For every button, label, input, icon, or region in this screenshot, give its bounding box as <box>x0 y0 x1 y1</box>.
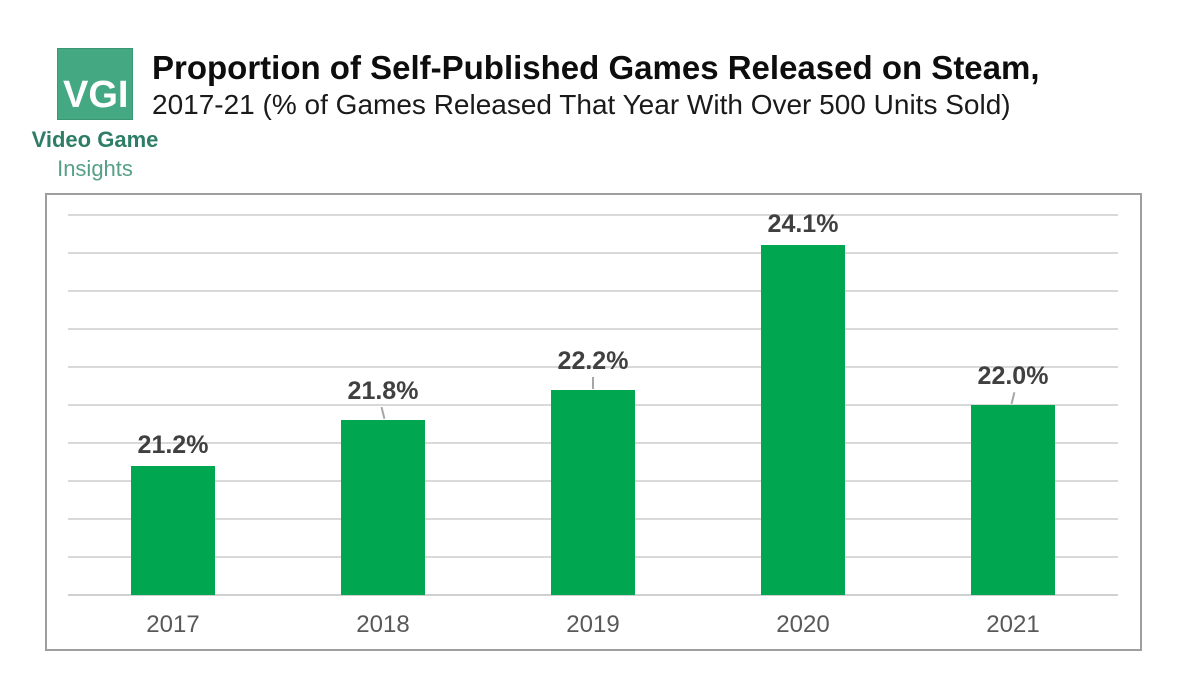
label-leader-line <box>1010 391 1016 405</box>
bar-chart: 21.2% 2017 21.8% 2018 22.2% 2019 24.1% 2020 22.0… <box>45 193 1142 651</box>
x-axis-label-2017: 2017 <box>146 611 200 638</box>
x-axis-label-2018: 2018 <box>356 611 410 638</box>
bar-2020 <box>761 245 845 595</box>
vgi-logo-abbr: VGI <box>63 74 129 116</box>
x-axis-line <box>68 594 1118 596</box>
data-label-2018: 21.8% <box>347 377 419 406</box>
data-label-2019: 22.2% <box>557 346 629 375</box>
gridline <box>68 214 1118 216</box>
bar-2017 <box>131 465 215 595</box>
label-leader-line <box>380 407 386 420</box>
gridline <box>68 328 1118 330</box>
data-label-2017: 21.2% <box>137 430 209 459</box>
vgi-logo-icon: VGI <box>57 48 133 120</box>
bar-2018 <box>341 420 425 595</box>
label-leader-line <box>592 376 594 389</box>
gridline <box>68 252 1118 254</box>
x-axis-label-2020: 2020 <box>776 611 830 638</box>
x-axis-label-2021: 2021 <box>986 611 1040 638</box>
chart-subtitle: 2017-21 (% of Games Released That Year W… <box>152 89 1011 120</box>
bar-2021 <box>971 405 1055 595</box>
chart-title: Proportion of Self-Published Games Relea… <box>152 49 1040 86</box>
data-label-2021: 22.0% <box>977 362 1049 390</box>
title-block: Proportion of Self-Published Games Relea… <box>152 48 1192 121</box>
vgi-logo: VGI Video Game Insights <box>20 48 170 182</box>
data-label-2020: 24.1% <box>767 210 839 239</box>
logo-brand-line1: Video Game <box>31 127 159 152</box>
x-axis-label-2019: 2019 <box>566 611 620 638</box>
bar-2019 <box>551 389 635 595</box>
logo-brand-line2: Insights <box>57 156 133 181</box>
gridline <box>68 290 1118 292</box>
gridline <box>68 366 1118 368</box>
